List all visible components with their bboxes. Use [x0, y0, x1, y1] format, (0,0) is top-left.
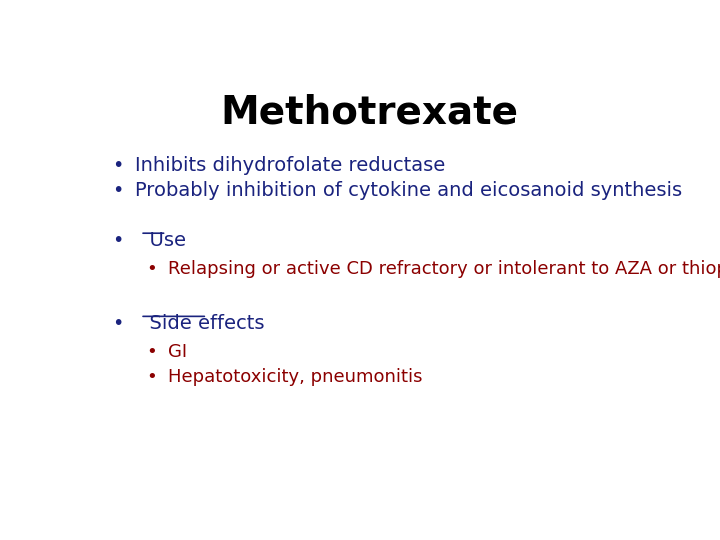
Text: GI: GI [168, 343, 187, 361]
Text: •: • [112, 314, 124, 333]
Text: Inhibits dihydrofolate reductase: Inhibits dihydrofolate reductase [135, 156, 445, 176]
Text: Side effects: Side effects [138, 314, 265, 333]
Text: •: • [112, 156, 124, 176]
Text: Hepatotoxicity, pneumonitis: Hepatotoxicity, pneumonitis [168, 368, 423, 386]
Text: •: • [145, 368, 156, 386]
Text: Methotrexate: Methotrexate [220, 94, 518, 132]
Text: Use: Use [138, 231, 186, 250]
Text: •: • [145, 260, 156, 278]
Text: •: • [112, 231, 124, 250]
Text: •: • [112, 181, 124, 200]
Text: Probably inhibition of cytokine and eicosanoid synthesis: Probably inhibition of cytokine and eico… [135, 181, 682, 200]
Text: Relapsing or active CD refractory or intolerant to AZA or thiopurine: Relapsing or active CD refractory or int… [168, 260, 720, 278]
Text: •: • [145, 343, 156, 361]
